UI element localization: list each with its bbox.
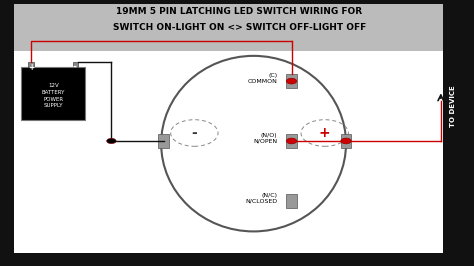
Bar bbox=[286, 74, 297, 88]
Text: TO DEVICE: TO DEVICE bbox=[450, 86, 456, 127]
Circle shape bbox=[341, 138, 351, 144]
Text: SWITCH ON-LIGHT ON <> SWITCH OFF-LIGHT OFF: SWITCH ON-LIGHT ON <> SWITCH OFF-LIGHT O… bbox=[113, 23, 366, 32]
Text: 12V
BATTERY
POWER
SUPPLY: 12V BATTERY POWER SUPPLY bbox=[42, 83, 65, 108]
Ellipse shape bbox=[161, 56, 346, 231]
Text: 19MM 5 PIN LATCHING LED SWITCH WIRING FOR: 19MM 5 PIN LATCHING LED SWITCH WIRING FO… bbox=[116, 7, 363, 16]
Circle shape bbox=[107, 138, 116, 144]
Circle shape bbox=[286, 78, 297, 84]
Bar bbox=[14, 51, 443, 253]
Text: -: - bbox=[73, 62, 77, 72]
Circle shape bbox=[286, 138, 297, 144]
Text: +: + bbox=[28, 63, 35, 72]
Bar bbox=[341, 134, 351, 148]
Bar bbox=[21, 66, 85, 120]
Text: -: - bbox=[191, 126, 197, 140]
Text: +: + bbox=[319, 126, 330, 140]
Text: (N/C)
N/CLOSED: (N/C) N/CLOSED bbox=[245, 193, 277, 204]
Bar bbox=[73, 62, 78, 66]
Bar bbox=[443, 0, 474, 253]
Bar bbox=[158, 134, 169, 148]
Text: (C)
COMMON: (C) COMMON bbox=[247, 73, 277, 84]
Text: (N/O)
N/OPEN: (N/O) N/OPEN bbox=[253, 133, 277, 144]
Bar bbox=[286, 194, 297, 208]
Bar bbox=[14, 4, 443, 51]
Bar bbox=[28, 62, 34, 66]
Bar bbox=[286, 134, 297, 148]
